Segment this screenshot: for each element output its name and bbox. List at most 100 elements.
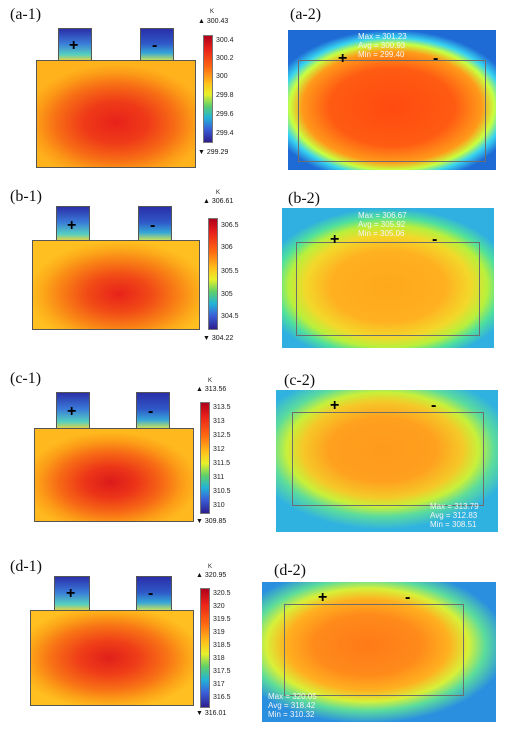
panel-label-a1: (a-1) [10, 6, 42, 23]
figure-row-b: (b-1) + - K ▲ 306.61 306.5 306 305.5 305… [0, 180, 529, 360]
colorbar-tick: 299.6 [216, 111, 234, 118]
stat-min: Min = 310.32 [268, 710, 315, 719]
negative-sign: - [152, 37, 158, 54]
colorbar-tick: 319 [213, 629, 225, 636]
colorbar-min-value: 309.85 [204, 518, 227, 525]
colorbar-min-value: 316.01 [204, 710, 227, 717]
negative-sign: - [432, 231, 438, 248]
colorbar-tick: 317.5 [213, 668, 231, 675]
colorbar-tick: 313 [213, 418, 225, 425]
colorbar-tick: 319.5 [213, 616, 231, 623]
simulation-battery-d: + - [30, 576, 194, 706]
colorbar-max-value: 313.56 [204, 386, 227, 393]
colorbar-unit: K [216, 190, 221, 196]
colorbar-tick: 317 [213, 681, 225, 688]
colorbar [203, 35, 213, 143]
stat-max: Max = 320.05 [268, 692, 317, 701]
stat-max: Max = 306.67 [358, 211, 407, 220]
battery-body [32, 240, 200, 330]
colorbar-tick: 312.5 [213, 432, 231, 439]
panel-label-d1: (d-1) [10, 558, 42, 575]
colorbar-tick: 318.5 [213, 642, 231, 649]
positive-sign: + [330, 397, 340, 414]
negative-tab [136, 392, 170, 430]
colorbar [208, 218, 218, 330]
stat-avg: Avg = 312.83 [430, 511, 478, 520]
colorbar-tick: 305.5 [221, 268, 239, 275]
negative-sign: - [148, 403, 154, 420]
colorbar-tick: 318 [213, 655, 225, 662]
measurement-frame [296, 242, 480, 336]
negative-sign: - [433, 50, 439, 67]
colorbar-tick: 316.5 [213, 694, 231, 701]
figure-row-a: (a-1) + - K ▲ 300.43 300.4 300.2 300 299… [0, 0, 529, 180]
negative-tab [136, 576, 172, 612]
positive-sign: + [318, 589, 328, 606]
negative-sign: - [405, 589, 411, 606]
positive-sign: + [330, 231, 340, 248]
negative-tab [140, 28, 174, 62]
colorbar-min: ▼ 309.85 [196, 518, 227, 525]
colorbar-tick: 300 [216, 73, 228, 80]
simulation-battery-a: + - [36, 28, 196, 168]
positive-sign: + [66, 585, 76, 602]
colorbar-tick: 310.5 [213, 488, 231, 495]
measurement-frame [284, 604, 464, 696]
colorbar-max: ▲ 300.43 [198, 18, 229, 25]
colorbar-tick: 306.5 [221, 222, 239, 229]
thermal-image-b: + - Max = 306.67 Avg = 305.92 Min = 305.… [282, 208, 494, 348]
battery-body [34, 428, 194, 522]
colorbar-min: ▼ 304.22 [203, 335, 234, 342]
colorbar-max-value: 306.61 [211, 198, 234, 205]
colorbar-max: ▲ 306.61 [203, 198, 234, 205]
colorbar-unit: K [208, 378, 213, 384]
negative-sign: - [431, 397, 437, 414]
panel-label-a2: (a-2) [290, 6, 322, 23]
colorbar-tick: 312 [213, 446, 225, 453]
colorbar-min-value: 304.22 [211, 335, 234, 342]
colorbar-tick: 311 [213, 474, 225, 481]
panel-label-b1: (b-1) [10, 188, 42, 205]
colorbar-tick: 320 [213, 603, 225, 610]
thermal-image-d: + - Max = 320.05 Avg = 318.42 Min = 310.… [262, 582, 496, 722]
simulation-battery-c: + - [34, 392, 194, 522]
positive-sign: + [338, 50, 348, 67]
colorbar-min: ▼ 299.29 [198, 149, 229, 156]
thermal-image-c: + - Max = 313.79 Avg = 312.83 Min = 308.… [276, 390, 498, 532]
stat-min: Min = 308.51 [430, 520, 477, 529]
simulation-battery-b: + - [32, 206, 200, 330]
colorbar-tick: 305 [221, 291, 233, 298]
colorbar-tick: 304.5 [221, 313, 239, 320]
measurement-frame [298, 60, 486, 162]
colorbar-tick: 306 [221, 244, 233, 251]
colorbar-tick: 311.5 [213, 460, 230, 467]
colorbar [200, 402, 210, 514]
negative-sign: - [150, 217, 156, 234]
colorbar-max-value: 320.95 [204, 572, 227, 579]
battery-body [36, 60, 196, 168]
stat-avg: Avg = 305.92 [358, 220, 406, 229]
colorbar-unit: K [208, 564, 213, 570]
measurement-frame [292, 412, 484, 506]
panel-label-b2: (b-2) [288, 190, 320, 207]
positive-sign: + [67, 403, 77, 420]
negative-sign: - [148, 585, 154, 602]
colorbar-max-value: 300.43 [206, 18, 229, 25]
figure-row-d: (d-1) + - K ▲ 320.95 320.5 320 319.5 319… [0, 540, 529, 732]
colorbar-tick: 310 [213, 502, 225, 509]
colorbar-min: ▼ 316.01 [196, 710, 227, 717]
colorbar-max: ▲ 320.95 [196, 572, 227, 579]
positive-tab [58, 28, 92, 62]
colorbar-tick: 300.4 [216, 37, 234, 44]
panel-label-d2: (d-2) [274, 562, 306, 579]
positive-tab [54, 576, 90, 612]
colorbar-tick: 313.5 [213, 404, 231, 411]
colorbar-min-value: 299.29 [206, 149, 229, 156]
colorbar-tick: 300.2 [216, 55, 234, 62]
positive-sign: + [69, 37, 79, 54]
colorbar-unit: K [210, 9, 215, 15]
panel-label-c2: (c-2) [284, 372, 316, 389]
positive-sign: + [67, 217, 77, 234]
colorbar-tick: 299.4 [216, 130, 234, 137]
colorbar-tick: 320.5 [213, 590, 231, 597]
